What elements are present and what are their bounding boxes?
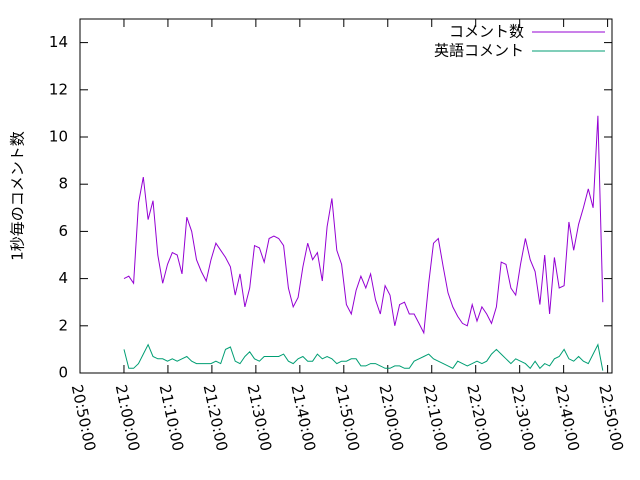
series-line — [123, 115, 604, 335]
x-tick-label: 21:10:00 — [156, 383, 188, 453]
y-tick-label: 10 — [49, 128, 68, 146]
x-tick-label: 22:30:00 — [507, 383, 539, 453]
x-tick-label: 22:40:00 — [551, 383, 583, 453]
x-tick-label: 21:50:00 — [331, 383, 363, 453]
series-line — [123, 343, 604, 371]
legend-label: 英語コメント — [434, 42, 524, 60]
y-tick-label: 14 — [49, 33, 68, 51]
y-tick-label: 4 — [58, 269, 68, 287]
y-tick-label: 0 — [58, 364, 68, 382]
x-tick-label: 22:50:00 — [595, 383, 627, 453]
y-tick-label: 12 — [49, 80, 68, 98]
x-tick-label: 22:20:00 — [463, 383, 495, 453]
x-tick-label: 21:30:00 — [244, 383, 276, 453]
y-tick-label: 8 — [58, 175, 68, 193]
x-tick-label: 21:20:00 — [200, 383, 232, 453]
x-tick-label: 21:00:00 — [112, 383, 144, 453]
y-axis-label: 1秒毎のコメント数 — [9, 131, 27, 261]
legend-label: コメント数 — [449, 23, 524, 41]
x-tick-label: 22:10:00 — [419, 383, 451, 453]
plot-frame — [79, 18, 613, 374]
y-tick-label: 6 — [58, 222, 68, 240]
y-tick-label: 2 — [58, 316, 68, 334]
x-tick-label: 22:00:00 — [375, 383, 407, 453]
x-tick-label: 20:50:00 — [68, 383, 100, 453]
x-tick-label: 21:40:00 — [288, 383, 320, 453]
